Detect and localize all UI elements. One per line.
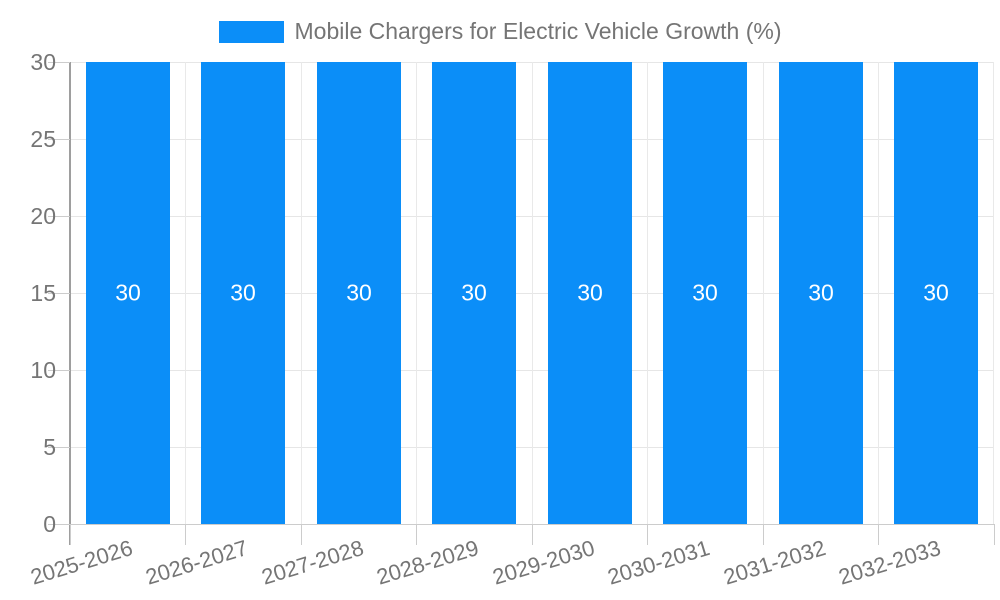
gridline-x-4 [532,62,533,524]
x-tick [416,524,417,545]
bar-2032-2033: 30 [894,62,978,524]
gridline-x-3 [416,62,417,524]
bar-value-label: 30 [692,279,718,306]
x-tick [878,524,879,545]
bar-value-label: 30 [461,279,487,306]
legend-label: Mobile Chargers for Electric Vehicle Gro… [294,18,782,44]
gridline-x-7 [878,62,879,524]
y-tick [48,139,70,140]
x-tick [301,524,302,545]
bar-2027-2028: 30 [317,62,401,524]
bar-value-label: 30 [923,279,949,306]
y-axis-label-30: 30 [30,49,56,75]
bar-value-label: 30 [808,279,834,306]
x-tick [185,524,186,545]
bar-2025-2026: 30 [86,62,170,524]
gridline-x-1 [185,62,186,524]
x-tick [70,524,71,545]
plot-area: 30 30 30 30 30 30 30 30 [70,62,994,524]
x-tick [647,524,648,545]
y-axis-label-5: 5 [43,434,56,460]
y-axis-label-10: 10 [30,357,56,383]
bar-2031-2032: 30 [779,62,863,524]
y-tick [48,293,70,294]
y-tick [48,370,70,371]
bar-2029-2030: 30 [548,62,632,524]
y-axis-label-0: 0 [43,511,56,537]
y-tick [48,216,70,217]
gridline-x-6 [763,62,764,524]
x-tick [994,524,995,545]
y-axis-label-15: 15 [30,280,56,306]
chart-legend[interactable]: Mobile Chargers for Electric Vehicle Gro… [0,18,1000,45]
bar-value-label: 30 [230,279,256,306]
y-axis-label-25: 25 [30,126,56,152]
x-tick [763,524,764,545]
bar-value-label: 30 [577,279,603,306]
y-tick [48,524,70,525]
legend-swatch-icon [218,20,284,43]
gridline-x-5 [647,62,648,524]
y-tick [48,62,70,63]
y-axis-line [69,62,71,545]
bar-2028-2029: 30 [432,62,516,524]
x-tick [532,524,533,545]
bar-value-label: 30 [346,279,372,306]
bar-2026-2027: 30 [201,62,285,524]
bar-2030-2031: 30 [663,62,747,524]
gridline-x-2 [301,62,302,524]
bar-value-label: 30 [115,279,141,306]
y-axis-label-20: 20 [30,203,56,229]
y-tick [48,447,70,448]
gridline-x-8 [993,62,994,524]
